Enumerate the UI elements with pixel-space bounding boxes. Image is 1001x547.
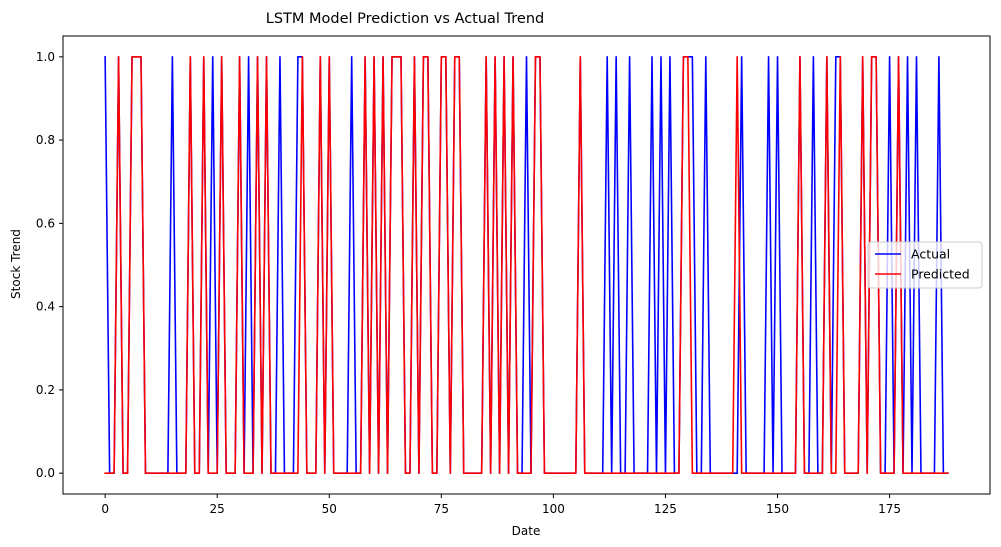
y-tick-label: 0.8 — [36, 133, 55, 147]
series-group — [104, 56, 949, 474]
x-tick-label: 0 — [101, 502, 109, 516]
series-line-predicted — [104, 56, 949, 474]
legend: Actual Predicted — [867, 241, 983, 289]
legend-label-predicted: Predicted — [911, 267, 970, 282]
x-tick-label: 25 — [210, 502, 225, 516]
y-tick-label: 0.6 — [36, 216, 55, 230]
chart-title: LSTM Model Prediction vs Actual Trend — [266, 11, 545, 27]
y-tick-label: 0.4 — [36, 300, 55, 314]
y-tick-label: 0.0 — [36, 466, 55, 480]
y-tick-label: 0.2 — [36, 383, 55, 397]
x-tick-label: 50 — [322, 502, 337, 516]
y-tick-label: 1.0 — [36, 50, 55, 64]
series-line-actual — [104, 56, 949, 474]
y-axis-label: Stock Trend — [9, 229, 23, 299]
x-tick-label: 175 — [878, 502, 901, 516]
plot-frame — [62, 35, 991, 495]
legend-label-actual: Actual — [911, 247, 950, 262]
x-tick-label: 150 — [766, 502, 789, 516]
x-tick-label: 75 — [434, 502, 449, 516]
x-axis-label: Date — [512, 524, 541, 538]
x-tick-label: 100 — [542, 502, 565, 516]
x-tick-label: 125 — [654, 502, 677, 516]
plot-area: 0 25 50 75 100 125 150 175 0.0 0.2 0.4 0.6 0.8 1.0 — [36, 35, 991, 516]
